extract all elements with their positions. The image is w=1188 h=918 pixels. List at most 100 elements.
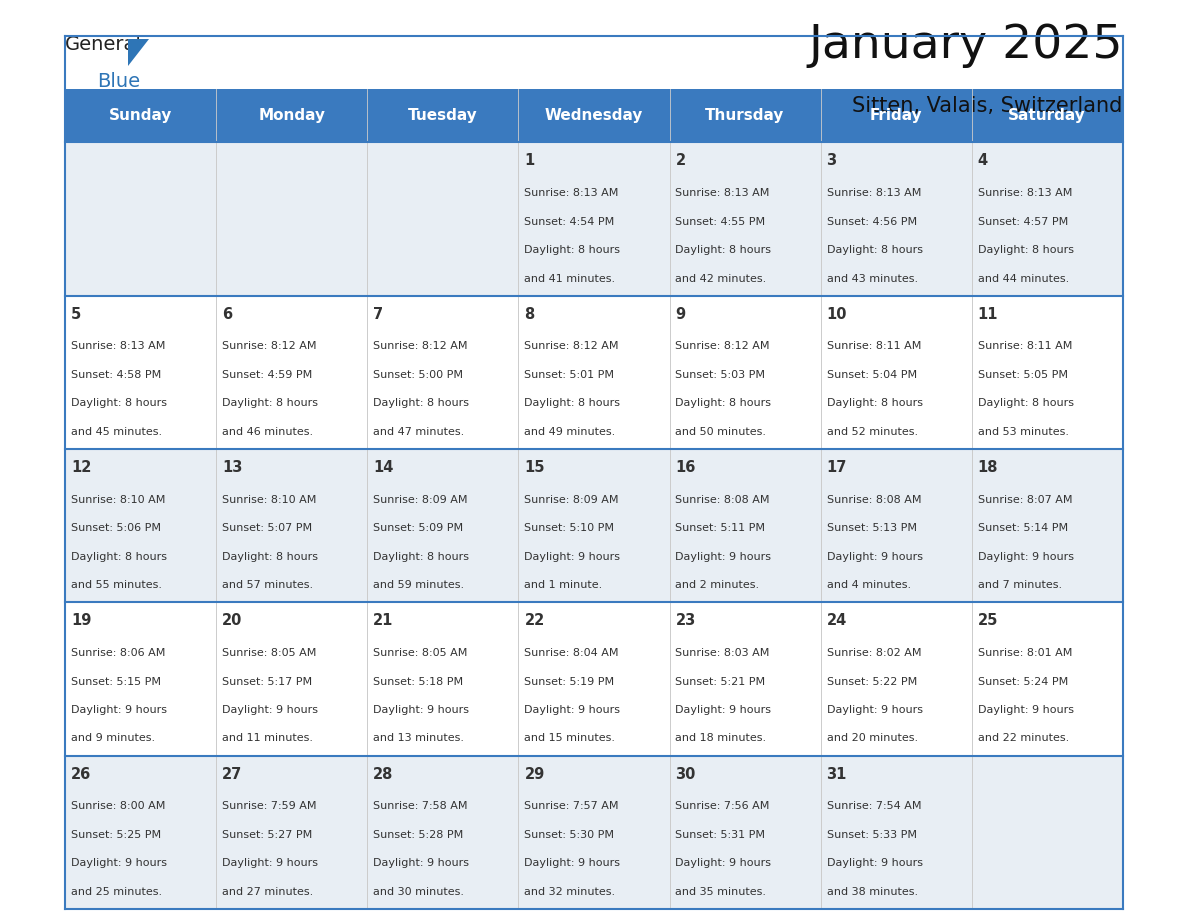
Text: January 2025: January 2025 [808,23,1123,68]
Text: Sunset: 5:30 PM: Sunset: 5:30 PM [524,830,614,840]
Text: and 1 minute.: and 1 minute. [524,580,602,590]
Text: Daylight: 9 hours: Daylight: 9 hours [827,858,923,868]
Text: Daylight: 9 hours: Daylight: 9 hours [71,858,168,868]
Text: Daylight: 8 hours: Daylight: 8 hours [373,552,469,562]
Bar [65,142,1123,296]
Text: and 49 minutes.: and 49 minutes. [524,427,615,437]
Text: and 22 minutes.: and 22 minutes. [978,733,1069,744]
Text: and 2 minutes.: and 2 minutes. [676,580,759,590]
Bar [65,89,1123,142]
Text: 5: 5 [71,307,82,321]
Text: Blue: Blue [97,73,140,91]
Text: Daylight: 8 hours: Daylight: 8 hours [71,552,168,562]
Text: and 45 minutes.: and 45 minutes. [71,427,163,437]
Text: 8: 8 [524,307,535,321]
Text: Sunrise: 8:13 AM: Sunrise: 8:13 AM [524,188,619,198]
Text: Sunrise: 8:05 AM: Sunrise: 8:05 AM [222,648,317,658]
Text: Sunset: 4:59 PM: Sunset: 4:59 PM [222,370,312,380]
Text: Daylight: 8 hours: Daylight: 8 hours [676,245,771,255]
Text: Sunset: 5:22 PM: Sunset: 5:22 PM [827,677,917,687]
Text: Thursday: Thursday [706,108,785,123]
Text: and 35 minutes.: and 35 minutes. [676,887,766,897]
Text: Sunset: 4:58 PM: Sunset: 4:58 PM [71,370,162,380]
Text: Sunset: 4:57 PM: Sunset: 4:57 PM [978,217,1068,227]
Text: Sunset: 4:56 PM: Sunset: 4:56 PM [827,217,917,227]
Text: 10: 10 [827,307,847,321]
Text: Daylight: 8 hours: Daylight: 8 hours [524,245,620,255]
Text: Daylight: 9 hours: Daylight: 9 hours [978,705,1074,715]
Text: Sunrise: 7:54 AM: Sunrise: 7:54 AM [827,801,921,812]
Text: Sunrise: 8:12 AM: Sunrise: 8:12 AM [373,341,468,352]
Text: Sunrise: 8:13 AM: Sunrise: 8:13 AM [827,188,921,198]
Text: Sunrise: 8:08 AM: Sunrise: 8:08 AM [827,495,921,505]
Bar [65,756,1123,909]
Text: Sunrise: 8:09 AM: Sunrise: 8:09 AM [373,495,468,505]
Text: Daylight: 8 hours: Daylight: 8 hours [978,398,1074,409]
Text: and 25 minutes.: and 25 minutes. [71,887,163,897]
Text: Sunset: 5:27 PM: Sunset: 5:27 PM [222,830,312,840]
Text: Sunset: 4:55 PM: Sunset: 4:55 PM [676,217,765,227]
Text: Sunrise: 7:56 AM: Sunrise: 7:56 AM [676,801,770,812]
Text: Sunset: 5:24 PM: Sunset: 5:24 PM [978,677,1068,687]
Text: Sunrise: 8:04 AM: Sunrise: 8:04 AM [524,648,619,658]
Text: and 20 minutes.: and 20 minutes. [827,733,917,744]
Text: and 46 minutes.: and 46 minutes. [222,427,314,437]
Text: Sunset: 5:19 PM: Sunset: 5:19 PM [524,677,614,687]
Text: Daylight: 8 hours: Daylight: 8 hours [222,552,318,562]
Text: 25: 25 [978,613,998,628]
Text: Sunrise: 8:07 AM: Sunrise: 8:07 AM [978,495,1072,505]
Text: 13: 13 [222,460,242,475]
Text: 30: 30 [676,767,696,781]
Text: Sitten, Valais, Switzerland: Sitten, Valais, Switzerland [852,96,1123,117]
Text: Daylight: 8 hours: Daylight: 8 hours [524,398,620,409]
Text: 11: 11 [978,307,998,321]
Text: Daylight: 9 hours: Daylight: 9 hours [373,858,469,868]
Text: 22: 22 [524,613,544,628]
Text: and 57 minutes.: and 57 minutes. [222,580,314,590]
Text: Sunset: 5:28 PM: Sunset: 5:28 PM [373,830,463,840]
Text: Daylight: 8 hours: Daylight: 8 hours [373,398,469,409]
Text: Daylight: 8 hours: Daylight: 8 hours [827,398,923,409]
Text: 7: 7 [373,307,384,321]
Text: Daylight: 8 hours: Daylight: 8 hours [978,245,1074,255]
Text: Sunset: 5:09 PM: Sunset: 5:09 PM [373,523,463,533]
Text: Friday: Friday [870,108,922,123]
Text: Sunrise: 8:11 AM: Sunrise: 8:11 AM [827,341,921,352]
Bar [65,449,1123,602]
Bar [65,296,1123,449]
Text: Sunrise: 8:00 AM: Sunrise: 8:00 AM [71,801,165,812]
Text: Sunrise: 8:06 AM: Sunrise: 8:06 AM [71,648,165,658]
Text: Sunrise: 8:13 AM: Sunrise: 8:13 AM [71,341,165,352]
Text: 28: 28 [373,767,393,781]
Text: Daylight: 9 hours: Daylight: 9 hours [373,705,469,715]
Text: and 42 minutes.: and 42 minutes. [676,274,766,284]
Text: Sunrise: 8:12 AM: Sunrise: 8:12 AM [676,341,770,352]
Text: Sunset: 5:00 PM: Sunset: 5:00 PM [373,370,463,380]
Text: Daylight: 8 hours: Daylight: 8 hours [676,398,771,409]
Text: 18: 18 [978,460,998,475]
Text: Daylight: 9 hours: Daylight: 9 hours [676,858,771,868]
Text: 20: 20 [222,613,242,628]
Text: and 55 minutes.: and 55 minutes. [71,580,163,590]
Text: and 32 minutes.: and 32 minutes. [524,887,615,897]
Text: Sunset: 5:05 PM: Sunset: 5:05 PM [978,370,1068,380]
Text: Sunset: 4:54 PM: Sunset: 4:54 PM [524,217,614,227]
Text: Daylight: 9 hours: Daylight: 9 hours [978,552,1074,562]
Text: Daylight: 8 hours: Daylight: 8 hours [71,398,168,409]
Text: 19: 19 [71,613,91,628]
Text: 14: 14 [373,460,393,475]
Text: Sunrise: 7:57 AM: Sunrise: 7:57 AM [524,801,619,812]
Text: Sunrise: 8:09 AM: Sunrise: 8:09 AM [524,495,619,505]
Text: Sunrise: 8:08 AM: Sunrise: 8:08 AM [676,495,770,505]
Text: Sunset: 5:33 PM: Sunset: 5:33 PM [827,830,916,840]
Text: Wednesday: Wednesday [545,108,643,123]
Text: 27: 27 [222,767,242,781]
Text: and 27 minutes.: and 27 minutes. [222,887,314,897]
Polygon shape [128,39,148,66]
Text: Sunset: 5:31 PM: Sunset: 5:31 PM [676,830,765,840]
Text: 17: 17 [827,460,847,475]
Text: Sunrise: 8:12 AM: Sunrise: 8:12 AM [524,341,619,352]
Text: Sunset: 5:13 PM: Sunset: 5:13 PM [827,523,916,533]
Text: Sunrise: 8:03 AM: Sunrise: 8:03 AM [676,648,770,658]
Text: Sunrise: 8:12 AM: Sunrise: 8:12 AM [222,341,317,352]
